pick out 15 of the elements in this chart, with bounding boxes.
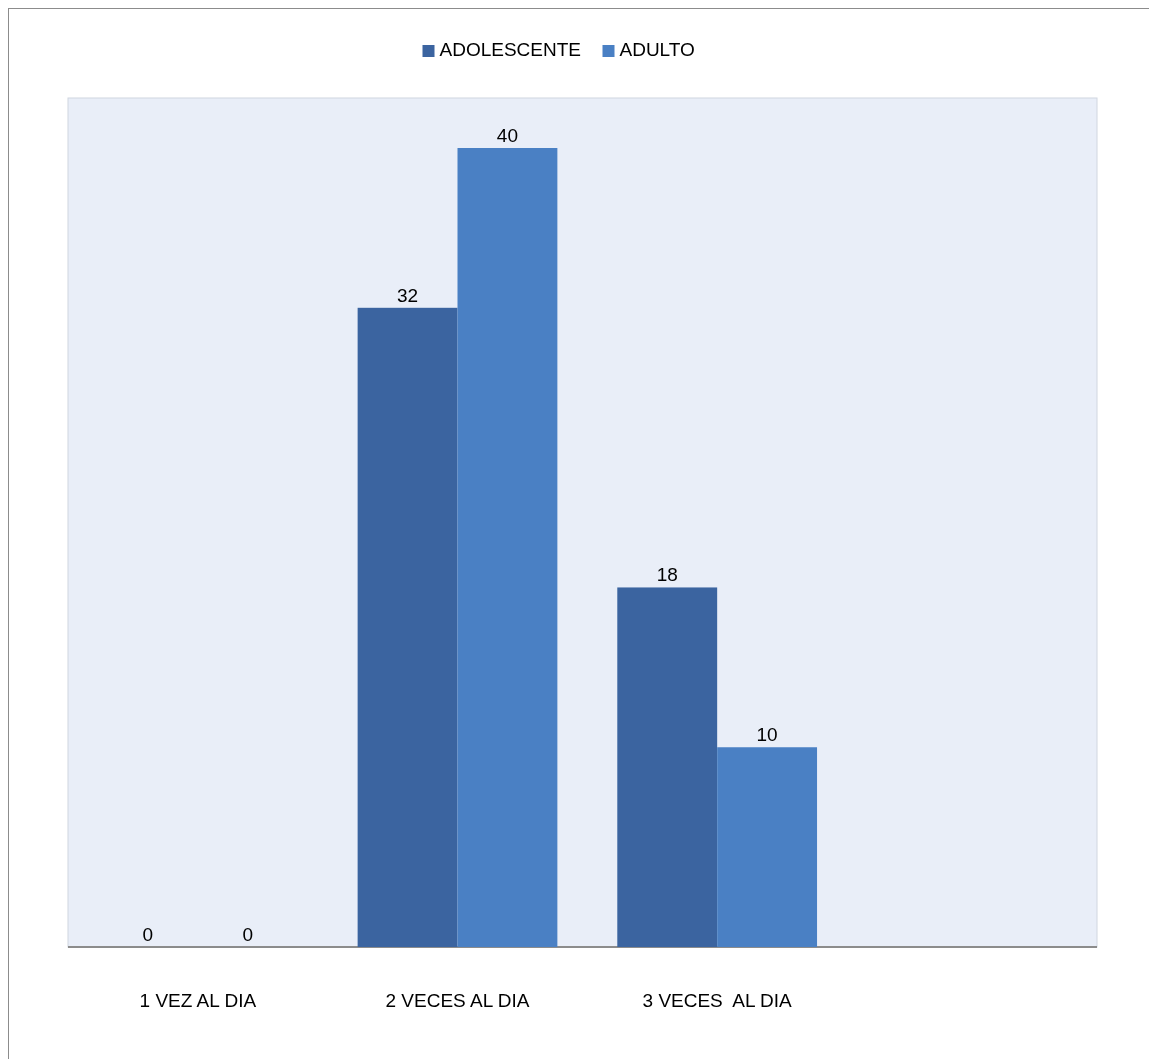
data-label: 40: [496, 125, 519, 146]
legend-label: ADULTO: [619, 39, 695, 60]
data-label: 0: [242, 924, 254, 945]
bar: [717, 747, 818, 947]
x-tick-label: 2 VECES AL DIA: [385, 990, 530, 1011]
bar: [617, 587, 718, 947]
x-tick-label: 3 VECES AL DIA: [642, 990, 793, 1011]
legend-label: ADOLESCENTE: [439, 39, 581, 60]
bar: [357, 307, 458, 947]
data-label: 32: [396, 284, 419, 306]
data-label: 10: [756, 724, 778, 746]
data-label: 0: [142, 924, 154, 945]
x-tick-label: 1 VEZ AL DIA: [139, 990, 257, 1011]
bar: [457, 148, 558, 947]
data-label: 18: [656, 564, 678, 586]
